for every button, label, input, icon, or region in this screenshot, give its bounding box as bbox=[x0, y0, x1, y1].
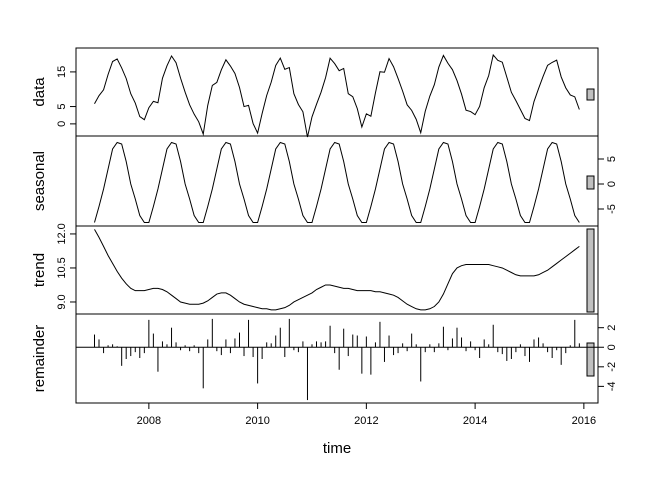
y-tick-label: 9.0 bbox=[56, 294, 68, 309]
y-axis-label: trend bbox=[31, 253, 48, 287]
y-tick-label: 0 bbox=[606, 181, 618, 187]
range-bar bbox=[586, 88, 595, 101]
series-line bbox=[94, 53, 580, 138]
series-line bbox=[94, 141, 580, 223]
panel-frame bbox=[75, 313, 599, 404]
x-axis-label: time bbox=[323, 440, 351, 457]
x-tick-label: 2008 bbox=[137, 415, 161, 427]
x-tick-label: 2012 bbox=[354, 415, 378, 427]
x-tick-label: 2014 bbox=[463, 415, 487, 427]
x-tick-label: 2010 bbox=[245, 415, 269, 427]
y-tick-label: 12.0 bbox=[56, 223, 68, 244]
y-tick-label: 0 bbox=[56, 121, 68, 127]
y-tick-label: -4 bbox=[606, 381, 618, 391]
y-tick-label: 15 bbox=[56, 66, 68, 78]
y-tick-label: 0 bbox=[606, 344, 618, 350]
y-tick-label: 5 bbox=[606, 156, 618, 162]
series-line bbox=[94, 229, 580, 311]
y-axis-label: remainder bbox=[31, 325, 48, 393]
y-tick-label: -2 bbox=[606, 362, 618, 372]
y-tick-label: 10.5 bbox=[56, 257, 68, 278]
y-tick-label: 2 bbox=[606, 325, 618, 331]
range-bar bbox=[586, 228, 595, 313]
range-bar bbox=[586, 342, 595, 377]
x-tick-label: 2016 bbox=[572, 415, 596, 427]
range-bar bbox=[586, 175, 595, 190]
y-tick-label: -5 bbox=[606, 204, 618, 214]
y-axis-label: data bbox=[31, 77, 48, 107]
y-tick-label: 5 bbox=[56, 103, 68, 109]
y-axis-label: seasonal bbox=[31, 151, 48, 211]
